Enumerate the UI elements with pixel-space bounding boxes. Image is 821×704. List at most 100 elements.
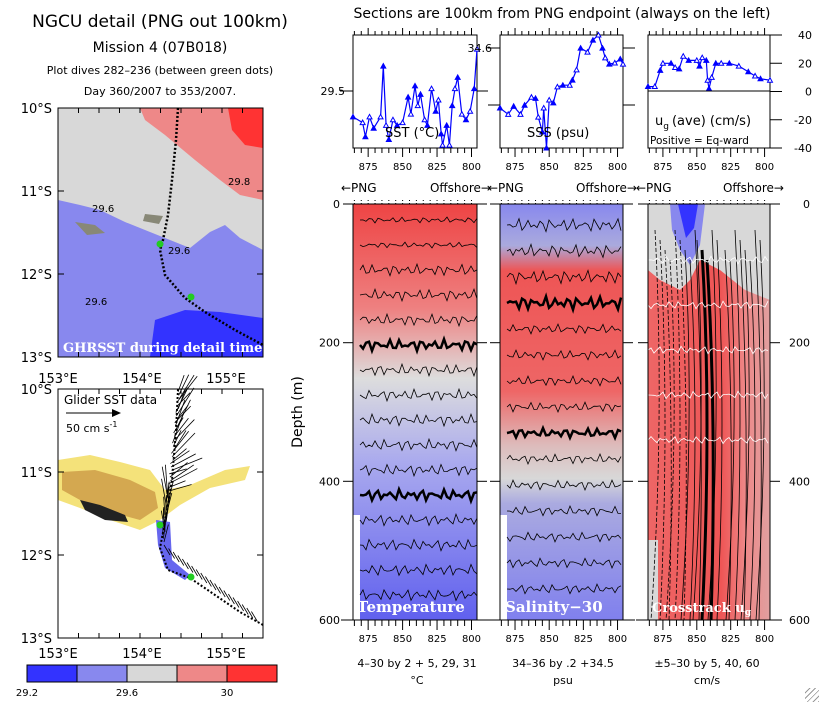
sst-point <box>366 113 373 120</box>
sss-point <box>539 128 546 135</box>
sss-point <box>545 96 553 103</box>
x-tick-label: 850 <box>687 162 706 173</box>
velocity-vector <box>170 464 194 481</box>
x-tick-label: 875 <box>653 162 672 173</box>
ug-point <box>725 59 733 66</box>
sst-point <box>349 113 357 120</box>
velocity-vector <box>223 590 231 601</box>
sss-point <box>496 104 504 111</box>
colorbar-swatch <box>176 664 228 683</box>
salinity-units: psu <box>553 674 573 687</box>
section-contours <box>359 216 769 621</box>
velocity-vector <box>172 448 187 461</box>
lat-tick-label: 12°S <box>21 549 52 564</box>
sss-point <box>589 36 597 43</box>
ug-point <box>717 59 725 66</box>
y-tick-label: 34.6 <box>468 42 493 55</box>
colorbar-swatch <box>76 664 128 683</box>
start-dot <box>156 240 164 248</box>
sss-point <box>521 101 528 108</box>
depth-tick-label: 600 <box>319 614 340 627</box>
resize-handle[interactable] <box>805 688 819 702</box>
x-tick-label: 850 <box>393 162 412 173</box>
sss-point <box>573 66 580 73</box>
sss-point <box>549 99 557 106</box>
temperature-contour <box>359 216 478 224</box>
direction-right-label: Offshore→ <box>430 181 491 195</box>
sss-point <box>554 83 561 90</box>
sss-point <box>619 60 627 67</box>
x-tick-label: 875 <box>505 634 524 645</box>
crosstrack-contour <box>755 239 765 621</box>
temperature-contour <box>359 437 478 452</box>
crosstrack-contour <box>716 239 723 621</box>
lon-tick-label: 153°E <box>38 372 78 387</box>
ug-point <box>751 72 759 79</box>
lat-tick-label: 11°S <box>21 185 52 200</box>
crosstrack-contour <box>679 239 687 621</box>
velocity-vector <box>171 432 196 458</box>
velocity-vector <box>177 392 191 406</box>
crosstrack-contour <box>680 249 690 621</box>
ug-point <box>667 59 675 66</box>
sst-point <box>404 93 412 100</box>
salinity-caption: 34–36 by .2 +34.5 <box>512 657 614 670</box>
direction-left-label: ←PNG <box>636 181 672 195</box>
ug-point <box>704 76 711 83</box>
crosstrack-contour <box>665 259 675 621</box>
sst-point <box>454 73 462 80</box>
x-tick-label: 850 <box>540 162 559 173</box>
sst-point <box>470 85 478 92</box>
sst-point <box>435 96 442 103</box>
x-tick-label: 800 <box>608 634 627 645</box>
sst-point <box>446 141 453 148</box>
sss-point <box>599 44 606 51</box>
map2-caption: Glider SST data <box>64 393 157 407</box>
direction-right-label: Offshore→ <box>723 181 784 195</box>
velocity-vector <box>163 524 169 543</box>
velocity-vector <box>175 387 189 413</box>
x-tick-label: 800 <box>462 634 481 645</box>
depth-tick-label: 400 <box>789 475 810 488</box>
salinity-contour <box>506 323 622 335</box>
ug-point <box>693 56 701 63</box>
crosstrack-caption: ±5–30 by 5, 40, 60 <box>654 657 759 670</box>
contour-label: 29.6 <box>92 204 114 215</box>
depth-tick-label: 200 <box>319 337 340 350</box>
temperature-contour <box>359 335 478 355</box>
sst-point <box>451 85 459 92</box>
glider-track <box>158 388 264 626</box>
sst-line <box>352 49 478 146</box>
colorbar-label: 30 <box>221 688 234 699</box>
sst-point <box>428 85 435 92</box>
sss-point <box>510 102 518 109</box>
sss-point <box>517 110 524 117</box>
crosstrack-contour <box>734 229 741 621</box>
sst-point <box>417 90 424 97</box>
sst-point <box>382 121 390 128</box>
colorbar-swatch <box>126 664 178 683</box>
ug-point <box>679 52 687 59</box>
salinity-contour <box>506 504 622 517</box>
velocity-vector <box>186 562 194 573</box>
crosstrack-contour <box>664 249 672 621</box>
ug-point <box>644 83 652 90</box>
velocity-vector <box>237 600 244 612</box>
sss-point <box>601 54 609 61</box>
dives-label: Plot dives 282–236 (between green dots) <box>47 64 273 77</box>
surface-plots: 875 850 825 800←PNG Offshore→875 850 825 800←PN… <box>321 28 812 195</box>
sst-point <box>424 121 431 128</box>
ug-point <box>757 75 764 82</box>
depth-tick-label: 0 <box>333 198 340 211</box>
sst-point <box>458 110 466 117</box>
crosstrack-units: cm/s <box>694 674 720 687</box>
velocity-vector <box>169 484 192 492</box>
sss-point <box>605 60 613 67</box>
sss-point <box>543 144 550 151</box>
crosstrack-contour <box>650 229 660 621</box>
velocity-vector <box>209 579 217 591</box>
section-axes: 875 850 825 800 875 850 825 800 875 850 825 800 0 0 20… <box>319 198 810 645</box>
velocity-vector <box>173 430 187 451</box>
glider-map: Glider SST data 50 cm s-1 <box>57 374 264 639</box>
ug-point <box>702 56 710 63</box>
